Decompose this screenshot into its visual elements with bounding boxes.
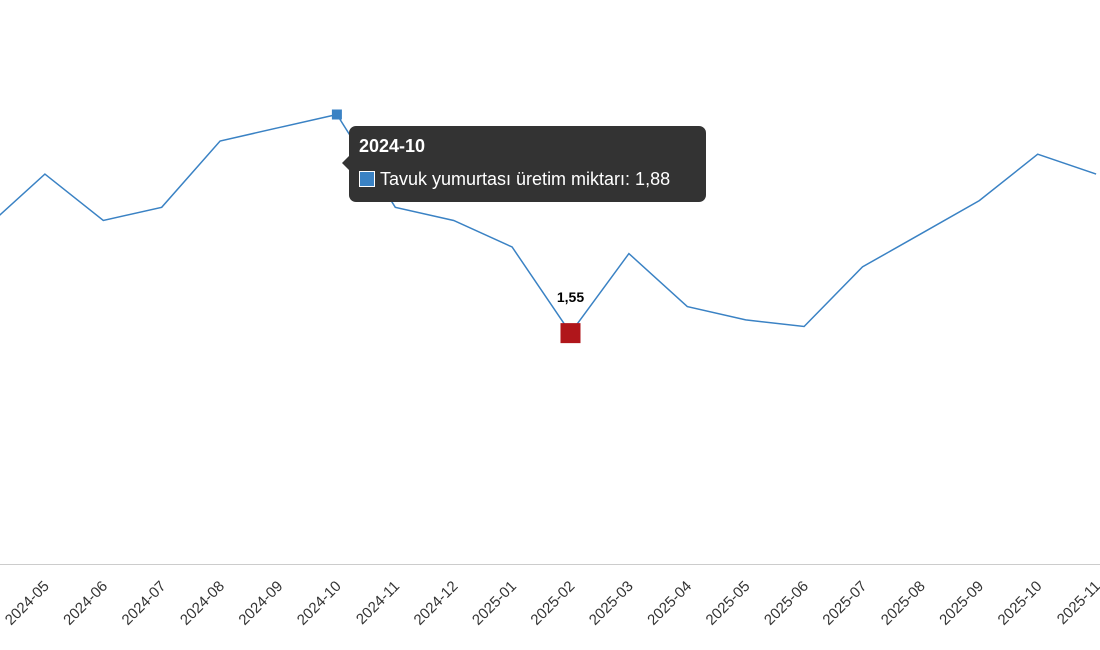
tooltip-title: 2024-10 xyxy=(359,136,426,156)
x-tick-label: 2024-11 xyxy=(353,578,403,628)
tooltip-arrow xyxy=(342,156,349,170)
x-tick-label: 2025-09 xyxy=(936,578,987,629)
x-tick-label: 2025-03 xyxy=(586,578,637,629)
x-tick-label: 2025-02 xyxy=(527,578,578,629)
x-tick-label: 2024-08 xyxy=(177,578,228,629)
series-markers xyxy=(331,109,581,344)
highlight-data-label: 1,55 xyxy=(557,289,584,305)
x-tick-label: 2024-10 xyxy=(294,578,345,629)
x-tick-label: 2025-04 xyxy=(644,578,695,629)
tooltip-series-label: Tavuk yumurtası üretim miktarı: 1,88 xyxy=(380,169,671,189)
series-line xyxy=(0,113,1097,335)
x-tick-label: 2025-11 xyxy=(1054,578,1100,628)
x-tick-label: 2025-05 xyxy=(703,578,754,629)
x-tick-label: 2025-07 xyxy=(819,578,870,629)
x-tick-label: 2025-01 xyxy=(469,578,520,629)
tooltip: 2024-10 Tavuk yumurtası üretim miktarı: … xyxy=(342,126,706,202)
x-tick-label: 2024-06 xyxy=(60,578,111,629)
x-tick-label: 2025-06 xyxy=(761,578,812,629)
x-tick-label: 2024-05 xyxy=(2,578,53,629)
x-tick-label: 2024-09 xyxy=(235,578,286,629)
series-swatch-icon xyxy=(359,171,375,187)
hover-point-marker[interactable] xyxy=(331,109,342,120)
tooltip-series-row: Tavuk yumurtası üretim miktarı: 1,88 xyxy=(359,169,696,189)
x-axis-ticks: 2024-05 2024-06 2024-07 2024-08 2024-09 2024-… xyxy=(2,578,1100,629)
highlight-point-marker[interactable] xyxy=(560,323,581,344)
x-tick-label: 2024-12 xyxy=(411,578,462,629)
x-tick-label: 2025-08 xyxy=(878,578,929,629)
data-labels: 1,55 xyxy=(557,289,584,305)
x-tick-label: 2025-10 xyxy=(995,578,1046,629)
x-tick-label: 2024-07 xyxy=(119,578,170,629)
